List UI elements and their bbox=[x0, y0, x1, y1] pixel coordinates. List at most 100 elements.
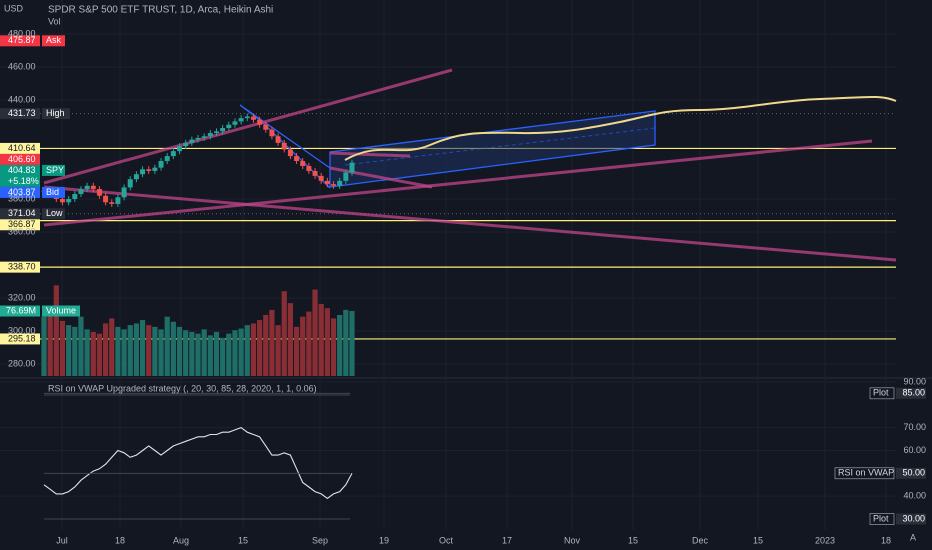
volume-bar bbox=[121, 329, 127, 376]
price-badge bbox=[0, 108, 40, 120]
trend-line bbox=[329, 151, 411, 158]
volume-bar bbox=[306, 311, 312, 376]
candle bbox=[133, 174, 139, 180]
level-name-box bbox=[869, 513, 895, 525]
candle bbox=[96, 189, 102, 196]
volume-title: Vol bbox=[48, 16, 61, 26]
candle bbox=[232, 121, 238, 125]
badge-tag bbox=[42, 108, 70, 120]
price-badge-label: 406.60 bbox=[8, 154, 36, 164]
candle bbox=[201, 136, 207, 138]
x-tick-label: Dec bbox=[692, 535, 709, 545]
x-tick-label: 17 bbox=[502, 535, 512, 545]
volume-bar bbox=[189, 331, 195, 376]
candle bbox=[281, 142, 287, 150]
currency: USD bbox=[4, 3, 24, 13]
x-tick-label: 2023 bbox=[815, 535, 835, 545]
candle bbox=[312, 170, 318, 176]
candle bbox=[244, 116, 250, 119]
level-name-box bbox=[869, 387, 895, 400]
candle bbox=[140, 169, 146, 175]
price-badge-label: 403.87 bbox=[8, 187, 36, 197]
volume-bar bbox=[90, 331, 96, 376]
volume-bar bbox=[263, 314, 269, 376]
volume-bar bbox=[257, 320, 263, 376]
candle bbox=[294, 156, 300, 162]
channel-mid bbox=[344, 127, 656, 166]
price-badge-label: 371.04 bbox=[8, 208, 36, 218]
candle bbox=[103, 195, 109, 203]
volume-bar bbox=[127, 325, 133, 376]
level-badge bbox=[896, 387, 926, 399]
badge-tag bbox=[42, 35, 65, 47]
badge-tag-label: High bbox=[46, 108, 65, 118]
badge-tag-label: Ask bbox=[46, 35, 62, 45]
volume-bar bbox=[84, 329, 90, 376]
price-badge bbox=[0, 333, 40, 345]
volume-bar bbox=[244, 325, 250, 376]
volume-bar bbox=[343, 309, 349, 376]
volume-bar bbox=[152, 326, 158, 376]
trend-line bbox=[43, 185, 897, 262]
x-tick-label: 19 bbox=[379, 535, 389, 545]
volume-badge-label: 76.69M bbox=[6, 305, 36, 315]
x-tick-label: 15 bbox=[238, 535, 248, 545]
volume-bar bbox=[275, 325, 281, 376]
rsi-tick-label: 70.00 bbox=[903, 422, 926, 432]
candle bbox=[127, 179, 133, 188]
price-badge bbox=[0, 208, 40, 220]
candle bbox=[324, 180, 330, 185]
volume-badge bbox=[0, 305, 40, 317]
level-name: Plot bbox=[873, 513, 889, 523]
y-tick-label: 460.00 bbox=[8, 61, 36, 71]
drawings bbox=[43, 68, 897, 262]
candle bbox=[177, 146, 183, 152]
candle bbox=[66, 198, 72, 203]
volume-bar bbox=[300, 316, 306, 376]
volume-bar bbox=[78, 316, 84, 376]
level-value: 85.00 bbox=[902, 388, 925, 398]
level-badge bbox=[896, 467, 926, 479]
auto-button[interactable]: A bbox=[910, 532, 916, 542]
badge-tag-label: Low bbox=[46, 208, 63, 218]
badge-tag-label: Bid bbox=[46, 187, 59, 197]
rsi-title: RSI on VWAP Upgraded strategy (, 20, 30,… bbox=[48, 383, 317, 393]
candle bbox=[257, 119, 263, 125]
candles bbox=[41, 113, 355, 207]
volume-bar bbox=[164, 316, 170, 376]
price-badge bbox=[0, 153, 40, 165]
price-badge-label: 338.70 bbox=[8, 262, 36, 272]
volume-bar bbox=[195, 333, 201, 376]
x-tick-label: 15 bbox=[753, 535, 763, 545]
forecast-curve bbox=[344, 95, 897, 161]
volume-bar bbox=[318, 303, 324, 376]
level-name: RSI on VWAP bbox=[838, 468, 894, 478]
volume-bar bbox=[337, 314, 343, 376]
candle bbox=[269, 129, 275, 137]
candle bbox=[226, 124, 232, 129]
candle bbox=[59, 198, 65, 203]
volume-bar bbox=[232, 330, 238, 376]
candle bbox=[349, 162, 355, 173]
price-change: +5.18% bbox=[8, 176, 39, 186]
candle bbox=[84, 185, 90, 190]
level-name: Plot bbox=[873, 388, 889, 398]
y-tick-label: 300.00 bbox=[8, 325, 36, 335]
price-badge-label: 475.87 bbox=[8, 35, 36, 45]
trend-line bbox=[329, 166, 433, 189]
rsi-tick-label: 60.00 bbox=[903, 445, 926, 455]
level-value: 30.00 bbox=[902, 513, 925, 523]
x-tick-label: Aug bbox=[173, 535, 189, 545]
volume-bar bbox=[103, 323, 109, 376]
volume-bar bbox=[312, 289, 318, 376]
volume-bar bbox=[220, 337, 226, 376]
x-tick-label: 18 bbox=[115, 535, 125, 545]
candle bbox=[250, 116, 256, 120]
price-badge-label: 295.18 bbox=[8, 333, 36, 343]
y-tick-label: 320.00 bbox=[8, 292, 36, 302]
candle bbox=[90, 185, 96, 190]
rsi-line bbox=[43, 426, 353, 500]
volume-bar bbox=[201, 329, 207, 376]
trend-line bbox=[43, 139, 873, 227]
